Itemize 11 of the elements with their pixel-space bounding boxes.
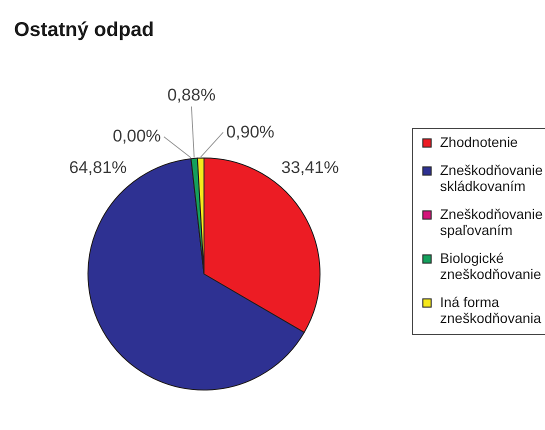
chart-title: Ostatný odpad (14, 19, 154, 41)
data-label: 0,88% (167, 85, 216, 104)
legend-label: Biologické zneškodňovanie (440, 250, 542, 282)
legend-label: Zneškodňovanie skládkovaním (440, 162, 543, 194)
data-label: 64,81% (69, 158, 127, 177)
text: 0,00% (112, 126, 161, 146)
legend-label: Iná forma zneškodňovania (440, 294, 542, 326)
data-label: 33,41% (281, 158, 339, 177)
legend-label: Zhodnotenie (440, 134, 518, 150)
legend-label: Zneškodňovanie spaľovaním (440, 206, 543, 238)
data-label: 0,90% (226, 122, 274, 142)
